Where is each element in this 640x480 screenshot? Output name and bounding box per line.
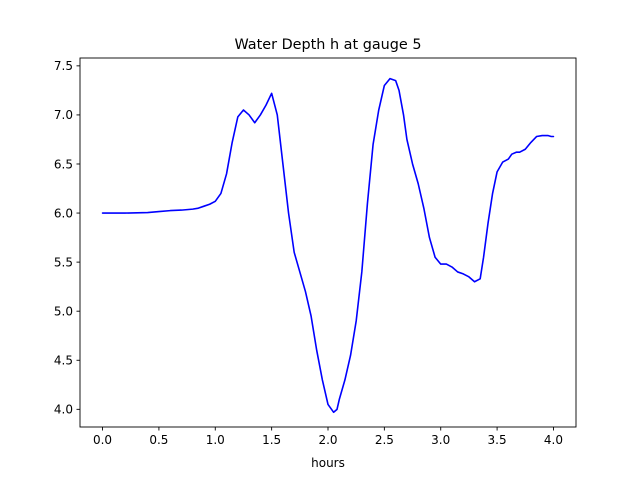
x-tick-label: 0.5	[149, 433, 168, 447]
x-tick-label: 3.0	[431, 433, 450, 447]
y-tick-label: 4.5	[54, 354, 73, 368]
x-tick-label: 0.0	[93, 433, 112, 447]
x-axis-label: hours	[311, 456, 345, 470]
y-axis: 4.0 4.5 5.0 5.5 6.0 6.5 7.0 7.5	[54, 59, 80, 417]
y-tick-label: 7.5	[54, 59, 73, 73]
y-tick-label: 4.0	[54, 403, 73, 417]
chart-title: Water Depth h at gauge 5	[234, 37, 421, 53]
y-tick-label: 5.5	[54, 255, 73, 269]
y-tick-label: 6.5	[54, 157, 73, 171]
series-line-0	[101, 77, 555, 414]
x-tick-label: 4.0	[544, 433, 563, 447]
x-tick-label: 1.0	[206, 433, 225, 447]
x-tick-label: 3.5	[488, 433, 507, 447]
x-tick-label: 1.5	[262, 433, 281, 447]
x-tick-label: 2.0	[318, 433, 337, 447]
y-tick-label: 5.0	[54, 304, 73, 318]
x-tick-label: 2.5	[375, 433, 394, 447]
x-axis: 0.0 0.5 1.0 1.5 2.0 2.5 3.0 3.5 4.0	[93, 427, 563, 447]
y-tick-label: 7.0	[54, 108, 73, 122]
y-tick-label: 6.0	[54, 206, 73, 220]
